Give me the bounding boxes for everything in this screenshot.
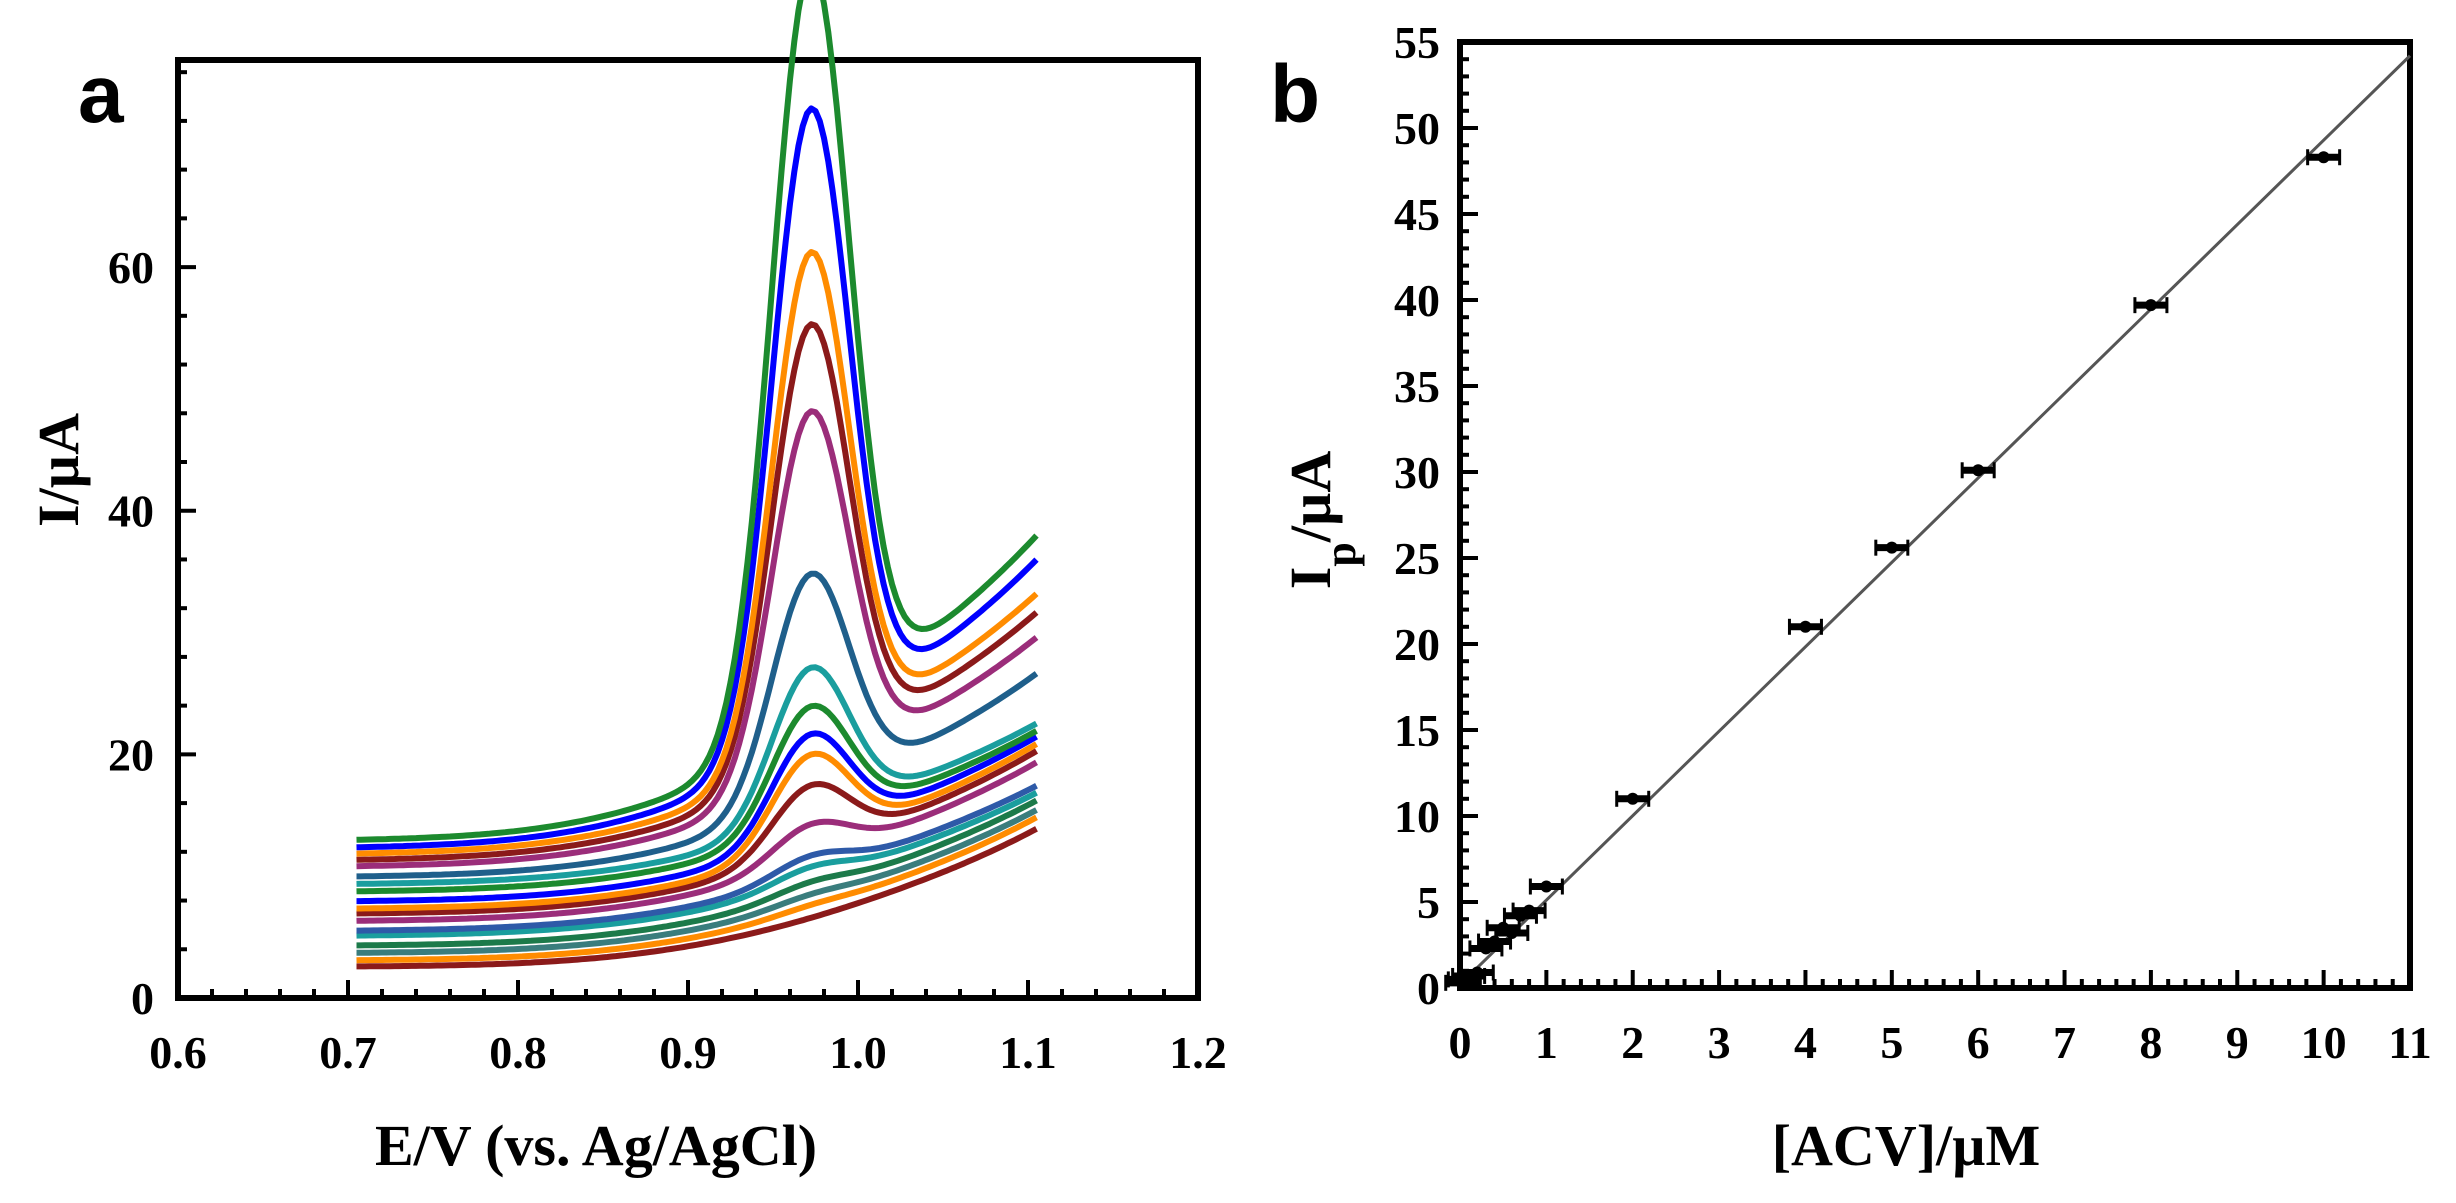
panel-b-y-tick-label: 5 (1417, 877, 1440, 928)
panel-b-ticks (1458, 40, 2412, 990)
panel-a-curve (356, 249, 1039, 857)
panel-b-x-tick-label: 5 (1880, 1017, 1903, 1068)
panel-b-y-tick-label: 20 (1394, 619, 1440, 670)
panel-b-data-point (2133, 297, 2169, 314)
panel-a-curve (356, 783, 1038, 934)
panel-b-data-point (1494, 924, 1530, 941)
panel-a-curve (356, 826, 1038, 970)
panel-a-curve (356, 807, 1038, 956)
panel-b-point-marker (1799, 620, 1812, 633)
panel-a-chart: a 0.6 0.7 0.8 0.9 1.0 1.1 1.2 0 20 40 60 E/V (vs.… (26, 0, 1227, 1178)
panel-a-x-tick-label: 1.0 (829, 1027, 887, 1078)
panel-a-x-tick-label: 1.2 (1169, 1027, 1227, 1078)
panel-b-y-tick-label: 40 (1394, 275, 1440, 326)
panel-b-x-tick-label: 11 (2388, 1017, 2431, 1068)
panel-b-x-tick-label: 2 (1621, 1017, 1644, 1068)
panel-b-y-tick-label: 55 (1394, 17, 1440, 68)
panel-b-y-tick-label: 15 (1394, 705, 1440, 756)
panel-b-point-marker (1523, 904, 1536, 917)
panel-a-y-tick-labels: 0 20 40 60 (108, 242, 154, 1024)
panel-a-curve (356, 408, 1039, 870)
panel-a-curve (356, 664, 1038, 887)
panel-a-x-tick-labels: 0.6 0.7 0.8 0.9 1.0 1.1 1.2 (149, 1027, 1227, 1078)
panel-a-curve (356, 790, 1038, 939)
panel-a-ticks (176, 70, 1200, 1000)
panel-b-y-tick-labels: 0 5 10 15 20 25 30 35 40 45 50 55 (1394, 17, 1440, 1014)
panel-a-x-tick-label: 0.6 (149, 1027, 207, 1078)
panel-a-x-tick-label: 1.1 (999, 1027, 1057, 1078)
panel-a-y-tick-label: 60 (108, 242, 154, 293)
panel-b-y-tick-label: 25 (1394, 533, 1440, 584)
panel-b-x-tick-label: 9 (2226, 1017, 2249, 1068)
panel-b-data-point (1615, 790, 1651, 807)
panel-a-curve (356, 748, 1039, 917)
panel-a-x-axis-title: E/V (vs. Ag/AgCl) (375, 1113, 817, 1178)
panel-b-letter: b (1270, 49, 1320, 140)
panel-b-point-marker (1540, 880, 1553, 893)
panel-b-y-tick-label: 45 (1394, 189, 1440, 240)
panel-a-letter: a (78, 49, 125, 140)
panel-a-curve (356, 0, 1039, 843)
panel-b-y-tick-label: 50 (1394, 103, 1440, 154)
panel-b-x-tick-label: 7 (2053, 1017, 2076, 1068)
panel-b-y-tick-label: 35 (1394, 361, 1440, 412)
panel-b-y-axis-title-main: I (1278, 567, 1343, 590)
panel-b-data-point (1787, 618, 1823, 635)
panel-a-curve (356, 702, 1038, 895)
panel-a-curve (356, 797, 1038, 949)
panel-b-data-point (1874, 539, 1910, 556)
panel-b-data-point (2306, 149, 2342, 166)
panel-b-point-marker (1626, 792, 1639, 805)
panel-a-y-tick-label: 0 (131, 973, 154, 1024)
panel-b-x-tick-label: 0 (1449, 1017, 1472, 1068)
panel-a-curve (356, 105, 1039, 851)
panel-a-y-axis-title: I/µA (26, 413, 91, 527)
panel-b-y-tick-label: 30 (1394, 447, 1440, 498)
panel-b-point-marker (1471, 966, 1484, 979)
panel-a-x-tick-label: 0.7 (319, 1027, 377, 1078)
panel-b-data-point (1960, 462, 1996, 479)
panel-b-point-marker (1885, 541, 1898, 554)
panel-b-y-axis-title-rest: /µA (1278, 451, 1343, 544)
panel-b-points (1444, 149, 2342, 991)
panel-b-data-point (1511, 902, 1547, 919)
panel-b-plot-frame (1457, 39, 2413, 991)
panel-b-x-tick-label: 3 (1708, 1017, 1731, 1068)
panel-a-y-tick-label: 20 (108, 729, 154, 780)
panel-b-x-tick-label: 1 (1535, 1017, 1558, 1068)
panel-b-point-marker (2317, 151, 2330, 164)
panel-b-point-marker (1972, 464, 1985, 477)
panel-b-x-axis-title: [ACV]/µM (1772, 1113, 2041, 1178)
panel-a-curve (356, 814, 1038, 964)
panel-b-chart: b 0 1 2 3 4 5 6 7 8 9 10 11 0510152025303540455055 … (1270, 17, 2432, 1178)
panel-b-point-marker (1505, 926, 1518, 939)
panel-b-point-marker (1479, 942, 1492, 955)
panel-a-curves (356, 0, 1039, 970)
panel-b-y-tick-label: 10 (1394, 791, 1440, 842)
panel-b-y-axis-title-sub: p (1316, 542, 1365, 566)
panel-b-y-axis-title: Ip/µA (1278, 451, 1365, 590)
panel-a-curve (356, 730, 1038, 905)
panel-a-curve (356, 321, 1039, 863)
panel-b-x-tick-label: 4 (1794, 1017, 1817, 1068)
panel-b-x-tick-label: 6 (1967, 1017, 1990, 1068)
panel-b-y-tick-label: 0 (1417, 963, 1440, 1014)
panel-a-curve (356, 741, 1039, 912)
panel-b-point-marker (1488, 935, 1501, 948)
panel-b-x-tick-label: 8 (2139, 1017, 2162, 1068)
panel-a-x-tick-label: 0.8 (489, 1027, 547, 1078)
panel-b-data-point (1528, 878, 1564, 895)
panel-a-curve (356, 570, 1039, 880)
panel-a-x-tick-label: 0.9 (659, 1027, 717, 1078)
panel-b-x-tick-labels: 0 1 2 3 4 5 6 7 8 9 10 11 (1449, 1017, 2432, 1068)
panel-b-point-marker (2144, 299, 2157, 312)
panel-a-y-tick-label: 40 (108, 486, 154, 537)
panel-b-fit-line (1458, 54, 2412, 986)
panel-a-curve (356, 759, 1038, 924)
panel-b-x-tick-label: 10 (2301, 1017, 2347, 1068)
